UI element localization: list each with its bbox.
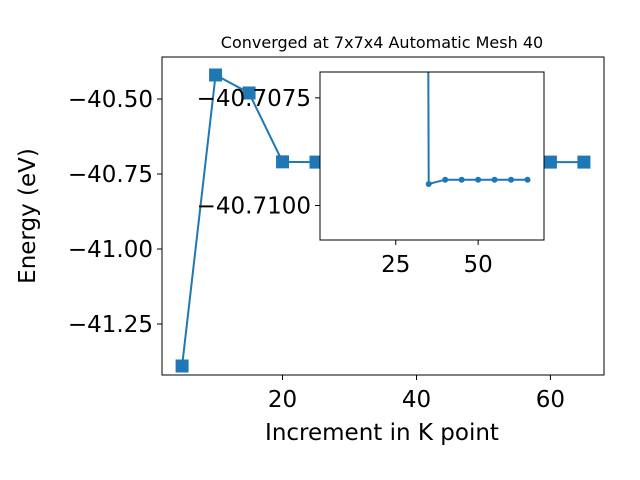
x-tick-label: 60 [536,387,565,413]
data-point [276,155,290,169]
data-point [442,176,449,183]
x-axis-label: Increment in K point [265,420,499,446]
x-tick-label: 25 [381,252,410,278]
y-tick-label: −40.7075 [197,86,311,112]
x-tick-label: 50 [463,252,492,278]
data-point [524,176,531,183]
x-tick-label: 40 [402,387,431,413]
inset-plot: 25 50 −40.7100 −40.7075 [197,71,545,278]
y-tick-label: −40.50 [68,87,153,113]
y-tick-label: −40.7100 [197,194,311,220]
y-axis-label: Energy (eV) [15,148,41,284]
data-point [175,359,189,373]
y-tick-label: −41.00 [68,237,153,263]
data-point [508,176,515,183]
plot-area [320,72,544,240]
data-point [425,181,432,187]
plot-frame [319,71,545,241]
plot-frame [161,56,605,376]
data-point [458,176,465,183]
y-tick-label: −40.75 [68,162,153,188]
data-point [475,176,482,183]
data-point [209,68,223,82]
y-tick-label: −41.25 [68,312,153,338]
data-point [577,155,591,169]
series-group [425,72,531,187]
data-point [491,176,498,183]
chart-title: Converged at 7x7x4 Automatic Mesh 40 [221,33,543,52]
data-point [309,155,323,169]
x-tick-label: 20 [268,387,297,413]
data-point [543,155,557,169]
data-point [242,86,256,100]
